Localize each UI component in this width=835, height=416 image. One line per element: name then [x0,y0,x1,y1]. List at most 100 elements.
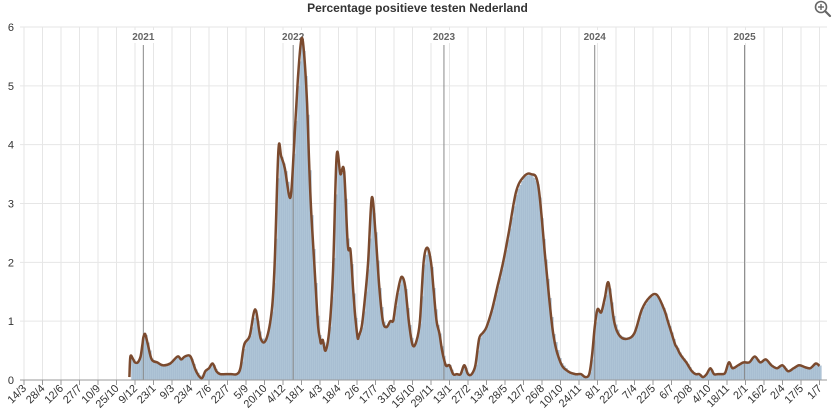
data-bar [605,295,608,381]
data-bar [251,327,254,381]
data-bar [287,181,290,381]
data-bar [643,306,646,381]
data-bar [653,295,656,381]
y-tick-label: 2 [8,257,14,269]
zoom-in-icon [814,0,832,18]
data-bar [537,184,540,381]
data-bar [209,367,212,381]
grid [20,26,827,381]
data-bar [341,173,344,381]
data-bar [167,364,170,381]
data-bar [809,367,812,381]
data-bar [347,238,350,381]
data-bar [363,311,366,381]
data-bar [389,322,392,381]
series-line-layer [128,36,821,380]
x-tick-label: 16/2 [745,383,769,407]
data-bar [655,295,658,381]
x-tick-label: 22/2 [597,383,621,407]
data-bar [337,160,340,381]
data-bar [527,175,530,381]
data-bar [647,300,650,381]
data-bar [627,338,630,381]
data-bar [187,356,190,381]
data-bar [763,360,766,381]
data-bar [279,152,282,381]
zoom-button[interactable] [812,0,834,18]
y-tick-label: 6 [8,22,14,34]
data-bar [595,322,598,381]
data-bar [245,342,248,381]
x-tick-label: 18/4 [320,383,344,407]
x-tick-label: 1/7 [805,383,824,402]
data-bar [281,157,284,381]
data-bar [491,311,494,381]
data-bar [285,171,288,381]
x-tick-label: 4/12 [264,383,288,407]
data-bar [515,195,518,381]
x-tick-label: 17/5 [782,383,806,407]
data-bar [303,51,306,381]
data-bar [339,169,342,381]
data-bar [637,323,640,381]
data-bar [513,206,516,381]
data-bar [357,335,360,381]
data-bar [401,277,404,381]
data-bar [531,174,534,381]
data-bar [517,188,520,381]
data-bar [335,194,338,381]
data-bar [533,177,536,381]
data-bar [369,238,372,381]
data-bar [619,335,622,381]
data-bar [289,192,292,381]
data-bar [271,311,274,381]
data-bar [649,297,652,381]
year-marker-label: 2021 [132,32,155,43]
y-axis: 0 1 2 3 4 5 6 [8,22,14,387]
data-bar [795,367,798,381]
data-bar [603,303,606,381]
x-tick-label: 27/7 [61,383,85,407]
data-bar [301,39,304,381]
data-bar [607,287,610,381]
data-bar [385,325,388,381]
data-bar [185,356,188,381]
data-bar [423,264,426,381]
year-marker-label: 2022 [282,32,305,43]
data-bar [495,294,498,381]
data-bar [135,362,138,381]
data-bar [177,356,180,381]
data-bar [621,336,624,381]
data-bar [503,260,506,381]
data-bar [277,178,280,381]
y-tick-label: 0 [8,375,14,387]
year-marker-label: 2025 [733,32,756,43]
data-bar [745,362,748,381]
data-bar [139,358,142,381]
data-bar [175,358,178,381]
data-bar [249,336,252,381]
data-bar [359,333,362,381]
data-bar [663,307,666,381]
x-tick-label: 22/7 [209,383,233,407]
x-tick-label: 13/1 [431,383,455,407]
data-bar [395,305,398,381]
data-bar [383,321,386,381]
data-bar [489,317,492,381]
data-bar [601,311,604,381]
data-bar [367,269,370,381]
data-bar [747,362,750,381]
data-bar [651,296,654,381]
data-bar [157,362,160,381]
bars-layer [131,39,822,381]
year-marker-label: 2024 [584,32,607,43]
data-bar [811,367,814,381]
data-bar [817,364,820,381]
year-label-bg [129,30,158,43]
data-bar [365,291,368,381]
x-tick-label: 12/6 [42,383,66,407]
data-bar [781,365,784,381]
data-bar [793,368,796,381]
